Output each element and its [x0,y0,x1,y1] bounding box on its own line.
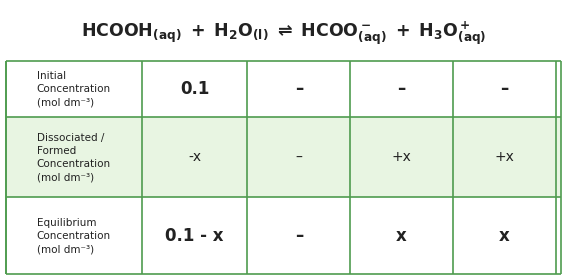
Text: 0.1 - x: 0.1 - x [166,227,224,245]
Text: x: x [499,227,510,245]
Text: Dissociated /
Formed
Concentration
(mol dm⁻³): Dissociated / Formed Concentration (mol … [37,133,111,182]
Text: –: – [295,80,303,98]
Text: 0.1: 0.1 [180,80,209,98]
Text: Equilibrium
Concentration
(mol dm⁻³): Equilibrium Concentration (mol dm⁻³) [37,218,111,254]
Text: –: – [500,80,509,98]
Text: -x: -x [188,150,201,165]
Text: x: x [396,227,407,245]
Text: Initial
Concentration
(mol dm⁻³): Initial Concentration (mol dm⁻³) [37,71,111,107]
Text: +x: +x [494,150,514,165]
Text: +x: +x [392,150,412,165]
Text: $\mathbf{HCOOH_{(aq)}}\mathbf{\ +\ H_2O_{(l)}\ \rightleftharpoons\ HCOO^-_{(aq)}: $\mathbf{HCOOH_{(aq)}}\mathbf{\ +\ H_2O_… [81,19,486,47]
Text: –: – [397,80,406,98]
Bar [6,117,561,198]
Text: –: – [295,227,303,245]
Text: –: – [295,150,302,165]
Bar [6,61,561,117]
Bar [6,198,561,274]
